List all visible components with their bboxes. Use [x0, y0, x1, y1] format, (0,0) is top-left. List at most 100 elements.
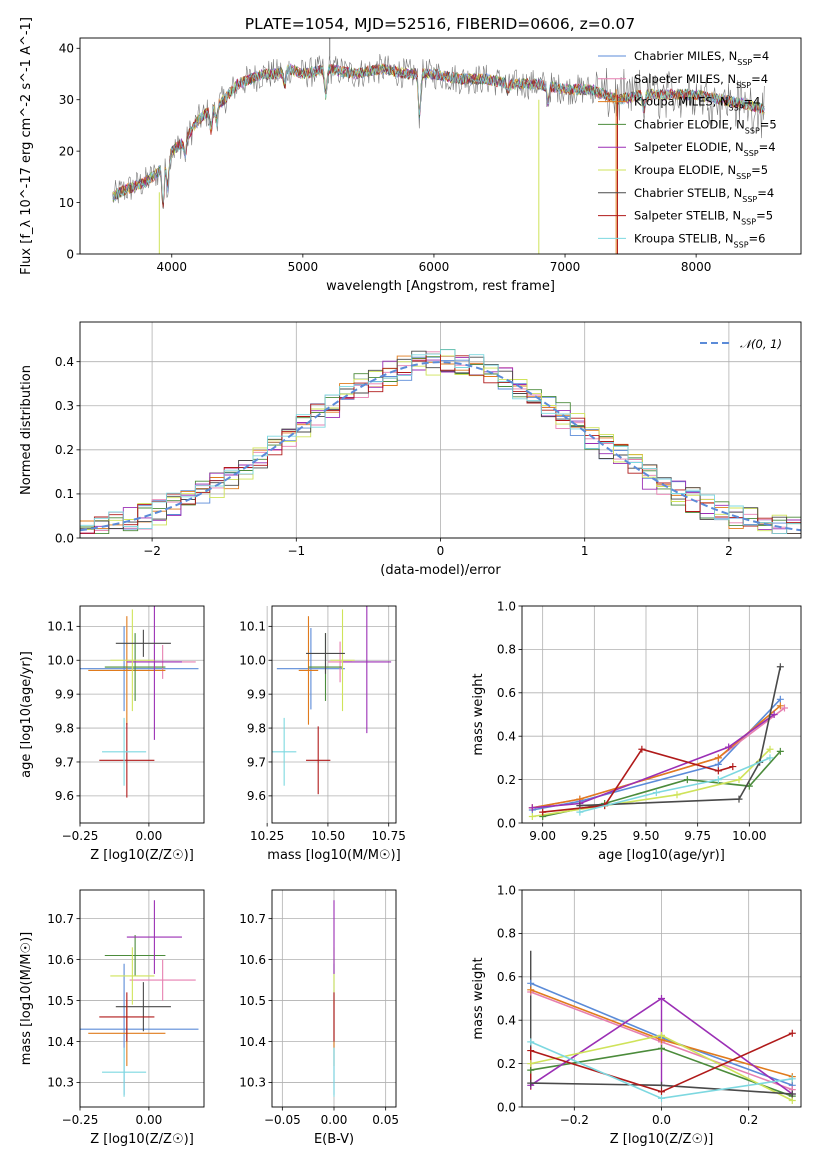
legend-entry: 𝒩(0, 1) [740, 337, 782, 351]
x-axis-label: E(B-V) [314, 1132, 354, 1147]
x-tick-label: 4000 [156, 260, 187, 274]
age-vs-mass-panel: 10.25 10.50 10.75 9.6 9.7 9.8 9.9 10.0 10.1 mass … [239, 605, 406, 863]
legend-entry: Kroupa ELODIE, NSSP=5 [634, 163, 768, 181]
mass-weight-marker [527, 1038, 535, 1046]
y-tick-label: 10.5 [239, 994, 266, 1008]
legend-entry: Salpeter STELIB, NSSP=5 [634, 209, 773, 227]
mass-weight-marker [528, 812, 536, 820]
mass-weight-marker [714, 754, 722, 762]
x-tick-label: 0.00 [136, 1113, 163, 1127]
y-tick-label: 10.6 [239, 953, 266, 967]
x-tick-label: 9.25 [581, 829, 608, 843]
mass-weight-marker [638, 745, 646, 753]
y-tick-label: 1.0 [497, 599, 516, 613]
y-tick-label: 9.6 [55, 789, 74, 803]
mass-weight-marker [658, 1044, 665, 1052]
y-tick-label: 10.7 [239, 912, 266, 926]
mass-weight-marker [527, 1066, 535, 1074]
y-tick-label: 10.0 [47, 654, 74, 668]
y-tick-label: 0.4 [497, 1014, 516, 1028]
legend-entry: Kroupa STELIB, NSSP=6 [634, 231, 765, 249]
x-axis-label: mass [log10(M/M☉)] [267, 848, 400, 863]
y-tick-label: 10 [59, 196, 74, 210]
residual-histogram [80, 353, 801, 535]
y-tick-label: 9.8 [55, 721, 74, 735]
x-tick-label: 6000 [419, 260, 450, 274]
x-tick-label: 9.75 [684, 829, 711, 843]
y-tick-label: 30 [59, 93, 74, 107]
x-tick-label: −0.25 [62, 1113, 99, 1127]
legend-entry: Salpeter MILES, NSSP=4 [634, 72, 768, 90]
mass-weight-marker [652, 789, 660, 797]
x-tick-label: −0.2 [560, 1113, 589, 1127]
residual-histogram [80, 349, 801, 535]
x-tick-label: 7000 [550, 260, 581, 274]
y-tick-label: 20 [59, 144, 74, 158]
x-tick-label: 10.25 [250, 829, 284, 843]
mass-weight-marker [766, 745, 774, 753]
x-tick-label: −0.05 [264, 1113, 301, 1127]
mass-weight-marker [658, 995, 665, 1002]
y-tick-label: 9.8 [247, 721, 266, 735]
mass-weight-marker [776, 663, 784, 671]
mass-weight-marker [770, 711, 778, 718]
x-tick-label: 9.00 [529, 829, 556, 843]
axes-frame [521, 889, 802, 1108]
mass-weight-marker [788, 1029, 796, 1037]
axes-frame [79, 321, 802, 539]
mass-weight-marker [528, 804, 536, 812]
axes-frame [79, 37, 802, 255]
mass-weight-marker [576, 808, 584, 816]
mass-weight-vs-age-panel: 9.00 9.25 9.50 9.75 10.00 0.0 0.2 0.4 0.6 0.8 1.0 a… [471, 599, 802, 863]
mass-weight-marker [776, 747, 784, 755]
plot-area [80, 900, 199, 1097]
y-tick-label: 10.0 [239, 654, 266, 668]
mass-weight-line [579, 666, 782, 807]
x-tick-label: 0.05 [372, 1113, 399, 1127]
y-tick-label: 0.0 [55, 531, 74, 545]
y-tick-label: 9.9 [55, 687, 74, 701]
spectrum-panel: 4000 5000 6000 7000 8000 0 10 20 30 40 wavelength … [19, 17, 802, 294]
mass-weight-marker [658, 1088, 665, 1096]
mass-weight-marker [788, 1075, 796, 1083]
plot-area [80, 348, 801, 535]
plot-area [272, 606, 392, 795]
mass-weight-marker [766, 754, 774, 762]
observed-spectrum [112, 53, 765, 209]
mass-weight-marker [735, 776, 743, 784]
mass-weight-marker [539, 808, 547, 816]
y-axis-label: mass [log10(M/M☉)] [19, 932, 34, 1065]
y-tick-label: 0.6 [497, 970, 516, 984]
mass-weight-marker [735, 795, 743, 803]
mass-weight-marker [725, 743, 733, 751]
y-axis-label: Normed distribution [19, 365, 34, 495]
y-tick-label: 0.2 [497, 773, 516, 787]
y-tick-label: 0.4 [55, 355, 74, 369]
x-tick-label: −2 [143, 544, 161, 558]
axes-frame [79, 605, 205, 824]
figure-title: PLATE=1054, MJD=52516, FIBERID=0606, z=0… [245, 15, 635, 33]
y-tick-label: 9.7 [247, 755, 266, 769]
mass-weight-line [542, 750, 781, 818]
x-tick-label: 1 [581, 544, 589, 558]
y-tick-label: 10.3 [47, 1076, 74, 1090]
mass-weight-line [532, 713, 775, 809]
x-axis-label: (data-model)/error [380, 563, 501, 578]
mass-vs-extinction-panel: −0.05 0.00 0.05 10.3 10.4 10.5 10.6 10.7 E(B-V) [239, 889, 399, 1147]
x-axis-label: Z [log10(Z/Z☉)] [610, 1132, 714, 1147]
legend-entry: Kroupa MILES, NSSP=4 [634, 95, 760, 113]
y-tick-label: 10.1 [47, 620, 74, 634]
y-tick-label: 10.6 [47, 953, 74, 967]
x-axis-label: Z [log10(Z/Z☉)] [90, 848, 194, 863]
plot-area [80, 606, 199, 798]
mass-weight-marker [714, 767, 722, 775]
legend-entry: Chabrier MILES, NSSP=4 [634, 49, 769, 67]
y-tick-label: 0.0 [497, 1100, 516, 1114]
x-tick-label: 10.00 [732, 829, 766, 843]
y-tick-label: 10.7 [47, 912, 74, 926]
plot-area [112, 38, 765, 254]
mass-weight-marker [788, 1090, 796, 1098]
mass-weight-marker [527, 979, 535, 987]
mass-weight-marker [527, 986, 535, 994]
